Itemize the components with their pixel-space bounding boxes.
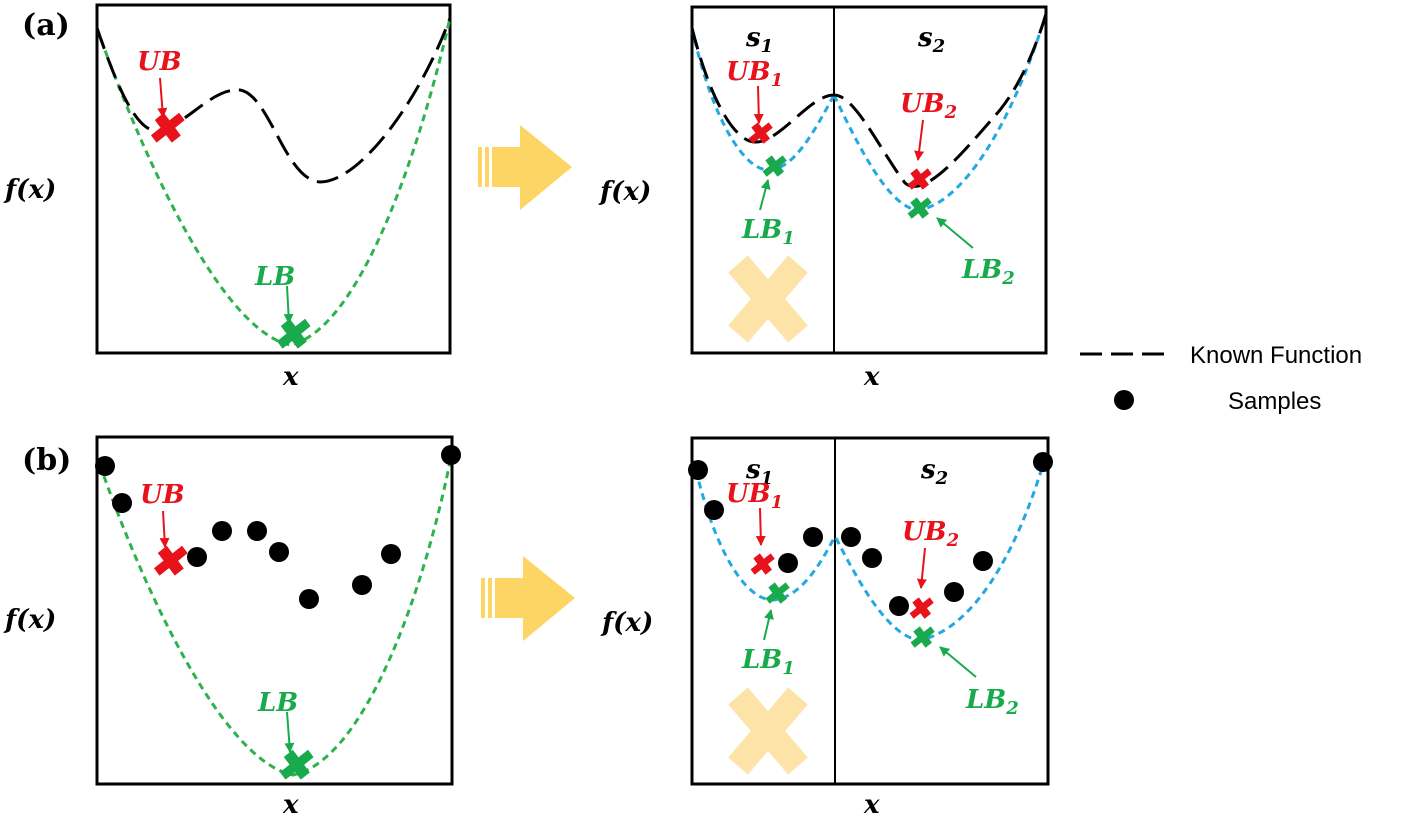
ub2-arrow: [914, 119, 925, 161]
pruned-x-mark: [728, 255, 808, 343]
transition-arrow-a: [478, 125, 572, 210]
plot-frame: [690, 436, 1050, 786]
ub-arrow: [157, 77, 168, 118]
x-axis-label: x: [863, 790, 880, 820]
lb1-label: LB1: [741, 645, 795, 679]
lb2-marker: ✖: [904, 192, 932, 227]
sample-point: [212, 521, 232, 541]
ub1-arrow: [755, 507, 766, 546]
ub1-label: UB1: [726, 57, 783, 91]
lb2-marker: ✖: [907, 621, 935, 656]
sub-lower-bound-curve-2: [832, 13, 1048, 212]
plot-frame: [690, 5, 1048, 355]
sample-point: [688, 460, 708, 480]
plot-frame: [95, 3, 452, 355]
lb-arrow: [283, 285, 294, 324]
lb2-arrow: [936, 217, 974, 249]
sample-point: [841, 527, 861, 547]
x-axis-label: x: [863, 362, 880, 392]
panel-b-label: (b): [22, 443, 71, 478]
subregion-1-label: s1: [745, 455, 773, 489]
x-axis-label: x: [282, 790, 299, 820]
plot-frame: [95, 435, 454, 786]
lb2-label: LB2: [961, 255, 1015, 289]
ub2-marker: ✖: [906, 592, 934, 627]
upper-bound-marker: ✖: [149, 537, 188, 586]
panel-a-right-plot: s1 s2 UB1 ✖ LB1 ✖ UB2 ✖ ✖ LB2: [690, 5, 1048, 355]
upper-bound-marker: ✖: [146, 104, 185, 153]
sample-point: [441, 445, 461, 465]
sub-lower-bound-curve-1: [694, 469, 836, 602]
y-axis-label: f(x): [598, 177, 651, 207]
lb-arrow: [284, 711, 295, 753]
sample-point: [95, 456, 115, 476]
lower-bound-marker: ✖: [272, 310, 311, 359]
legend: Known Function Samples: [1080, 342, 1362, 415]
lower-bound-curve: [98, 451, 454, 777]
known-function-curve: [95, 17, 452, 184]
lb-label: LB: [254, 262, 295, 292]
ub2-label: UB2: [900, 89, 957, 123]
sample-point: [1033, 452, 1053, 472]
transition-arrow-b: [481, 556, 575, 641]
lb1-arrow: [763, 609, 774, 641]
lb2-label: LB2: [965, 685, 1019, 719]
sample-point: [862, 548, 882, 568]
ub1-arrow: [753, 85, 764, 124]
lower-bound-curve: [95, 17, 452, 347]
sample-points: [688, 452, 1053, 616]
sample-point: [944, 582, 964, 602]
y-axis-label: f(x): [3, 605, 56, 635]
sample-point: [704, 500, 724, 520]
sample-point: [299, 589, 319, 609]
sample-point: [352, 575, 372, 595]
subregion-2-label: s2: [920, 455, 948, 489]
sample-point: [187, 547, 207, 567]
sample-point: [889, 596, 909, 616]
known-function-curve: [690, 13, 1048, 188]
lb2-arrow: [939, 646, 977, 678]
legend-known-function: Known Function: [1190, 342, 1362, 369]
ub2-label: UB2: [902, 517, 959, 551]
ub-arrow: [159, 510, 170, 548]
sample-points: [95, 445, 461, 609]
panel-b-right-plot: s1 s2 UB1 ✖ ✖ LB1 UB2 ✖ ✖ LB2: [688, 436, 1053, 786]
lb1-marker: ✖: [759, 150, 787, 185]
ub1-marker: ✖: [747, 548, 775, 583]
samples-swatch: [1114, 390, 1134, 410]
sub-lower-bound-curve-1: [690, 27, 836, 172]
ub-label: UB: [140, 480, 185, 510]
panel-a-left-plot: UB ✖ LB ✖: [95, 3, 452, 359]
sample-point: [778, 553, 798, 573]
sample-point: [973, 551, 993, 571]
lb-label: LB: [257, 688, 298, 718]
panel-a-label: (a): [22, 8, 70, 43]
ub1-marker: ✖: [745, 117, 773, 152]
ub-label: UB: [137, 47, 182, 77]
sample-point: [247, 521, 267, 541]
subregion-2-label: s2: [917, 23, 945, 57]
lb1-label: LB1: [741, 215, 795, 249]
sample-point: [803, 527, 823, 547]
lower-bound-marker: ✖: [275, 741, 314, 790]
lb1-arrow: [759, 179, 771, 211]
panel-b-left-plot: UB ✖ LB ✖: [95, 435, 461, 790]
pruned-x-mark: [728, 687, 808, 775]
legend-samples: Samples: [1228, 388, 1321, 415]
ub2-marker: ✖: [904, 163, 932, 198]
y-axis-label: f(x): [600, 608, 653, 638]
sample-point: [381, 544, 401, 564]
sub-lower-bound-curve-2: [834, 457, 1047, 642]
x-axis-label: x: [282, 362, 299, 392]
sample-point: [112, 493, 132, 513]
y-axis-label: f(x): [3, 175, 56, 205]
subregion-1-label: s1: [745, 23, 773, 57]
sample-point: [269, 542, 289, 562]
ub1-label: UB1: [726, 479, 783, 513]
lb1-marker: ✖: [762, 577, 790, 612]
ub2-arrow: [916, 547, 927, 589]
